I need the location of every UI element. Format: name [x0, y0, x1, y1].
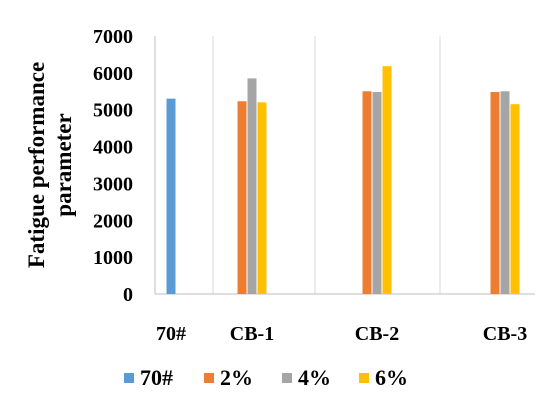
y-tick-label: 0: [123, 284, 133, 306]
axes: [154, 36, 535, 295]
legend-label-4pct: 4%: [298, 365, 331, 390]
y-tick-label: 3000: [93, 173, 133, 195]
y-axis-label-line: Fatigue performance: [24, 62, 49, 268]
legend-swatch-70: [124, 373, 134, 383]
bar-70-70: [166, 98, 176, 295]
x-tick-label: CB-2: [355, 323, 399, 345]
bar-cb-3-4pct: [500, 91, 510, 295]
bar-cb-2-4pct: [372, 92, 382, 294]
bar-cb-2-6pct: [382, 66, 392, 294]
bar-cb-1-6pct: [257, 102, 267, 294]
y-tick-label: 6000: [93, 63, 133, 85]
y-axis-label-line: parameter: [51, 113, 76, 216]
y-tick-labels: 0 1000 2000 3000 4000 5000 6000 7000: [93, 26, 133, 306]
legend-swatch-4pct: [282, 373, 292, 383]
y-tick-label: 4000: [93, 137, 133, 159]
legend: 70# 2% 4% 6%: [124, 365, 408, 390]
x-tick-label: CB-3: [483, 323, 527, 345]
x-tick-label: 70#: [156, 323, 186, 345]
legend-swatch-2pct: [204, 373, 214, 383]
y-tick-label: 1000: [93, 247, 133, 269]
bar-cb-1-2pct: [237, 101, 247, 294]
legend-swatch-6pct: [359, 373, 369, 383]
bar-cb-3-6pct: [510, 104, 520, 294]
bar-cb-2-2pct: [362, 91, 372, 295]
y-axis-label: Fatigue performanceparameter: [24, 62, 76, 268]
x-tick-label: CB-1: [230, 323, 274, 345]
y-tick-label: 5000: [93, 100, 133, 122]
bar-cb-3-2pct: [490, 92, 500, 294]
grid-lines: [212, 36, 441, 294]
y-tick-label: 2000: [93, 210, 133, 232]
y-tick-label: 7000: [93, 26, 133, 48]
x-tick-labels: 70# CB-1 CB-2 CB-3: [156, 323, 527, 345]
bars: [166, 66, 520, 295]
legend-label-2pct: 2%: [220, 365, 253, 390]
legend-label-70: 70#: [140, 365, 173, 390]
legend-label-6pct: 6%: [375, 365, 408, 390]
bar-cb-1-4pct: [247, 78, 257, 294]
